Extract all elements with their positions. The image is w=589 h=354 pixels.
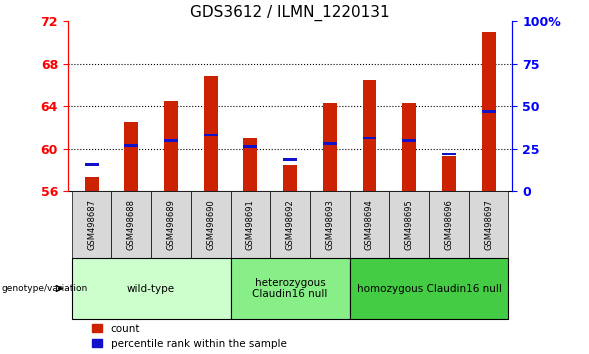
Bar <box>283 165 297 191</box>
Bar <box>204 76 217 191</box>
Bar <box>482 32 495 191</box>
Bar <box>442 156 456 191</box>
Bar <box>389 191 429 258</box>
Bar <box>204 133 217 136</box>
Text: heterozygous
Claudin16 null: heterozygous Claudin16 null <box>253 278 327 299</box>
Bar <box>191 191 230 258</box>
Bar <box>85 163 98 166</box>
Bar <box>72 191 111 258</box>
Title: GDS3612 / ILMN_1220131: GDS3612 / ILMN_1220131 <box>190 5 390 21</box>
Text: GSM498692: GSM498692 <box>286 199 294 250</box>
Text: genotype/variation: genotype/variation <box>1 284 87 293</box>
Text: GSM498697: GSM498697 <box>484 199 493 250</box>
Bar <box>230 191 270 258</box>
Bar <box>482 110 495 113</box>
Text: GSM498690: GSM498690 <box>206 199 215 250</box>
Legend: count, percentile rank within the sample: count, percentile rank within the sample <box>88 320 290 353</box>
Bar <box>230 258 350 319</box>
Text: GSM498694: GSM498694 <box>365 199 374 250</box>
Bar <box>72 258 230 319</box>
Bar <box>350 191 389 258</box>
Bar <box>442 153 456 155</box>
Bar <box>124 122 138 191</box>
Text: GSM498689: GSM498689 <box>167 199 176 250</box>
Bar <box>124 144 138 147</box>
Text: GSM498688: GSM498688 <box>127 199 135 250</box>
Text: homozygous Claudin16 null: homozygous Claudin16 null <box>356 284 501 293</box>
Bar <box>350 258 508 319</box>
Bar <box>363 80 376 191</box>
Bar <box>363 137 376 139</box>
Bar <box>469 191 508 258</box>
Text: GSM498695: GSM498695 <box>405 199 413 250</box>
Bar <box>323 103 337 191</box>
Bar <box>283 158 297 161</box>
Text: GSM498687: GSM498687 <box>87 199 96 250</box>
Bar <box>402 139 416 142</box>
Bar <box>164 101 178 191</box>
Text: wild-type: wild-type <box>127 284 175 293</box>
Bar <box>85 177 98 191</box>
Bar <box>243 145 257 148</box>
Bar <box>111 191 151 258</box>
Text: GSM498693: GSM498693 <box>325 199 335 250</box>
Text: GSM498696: GSM498696 <box>445 199 454 250</box>
Bar <box>429 191 469 258</box>
Bar <box>151 191 191 258</box>
Bar <box>270 191 310 258</box>
Bar <box>164 139 178 142</box>
Bar <box>243 138 257 191</box>
Bar <box>323 142 337 145</box>
Bar <box>402 103 416 191</box>
Bar <box>310 191 350 258</box>
Text: GSM498691: GSM498691 <box>246 199 255 250</box>
